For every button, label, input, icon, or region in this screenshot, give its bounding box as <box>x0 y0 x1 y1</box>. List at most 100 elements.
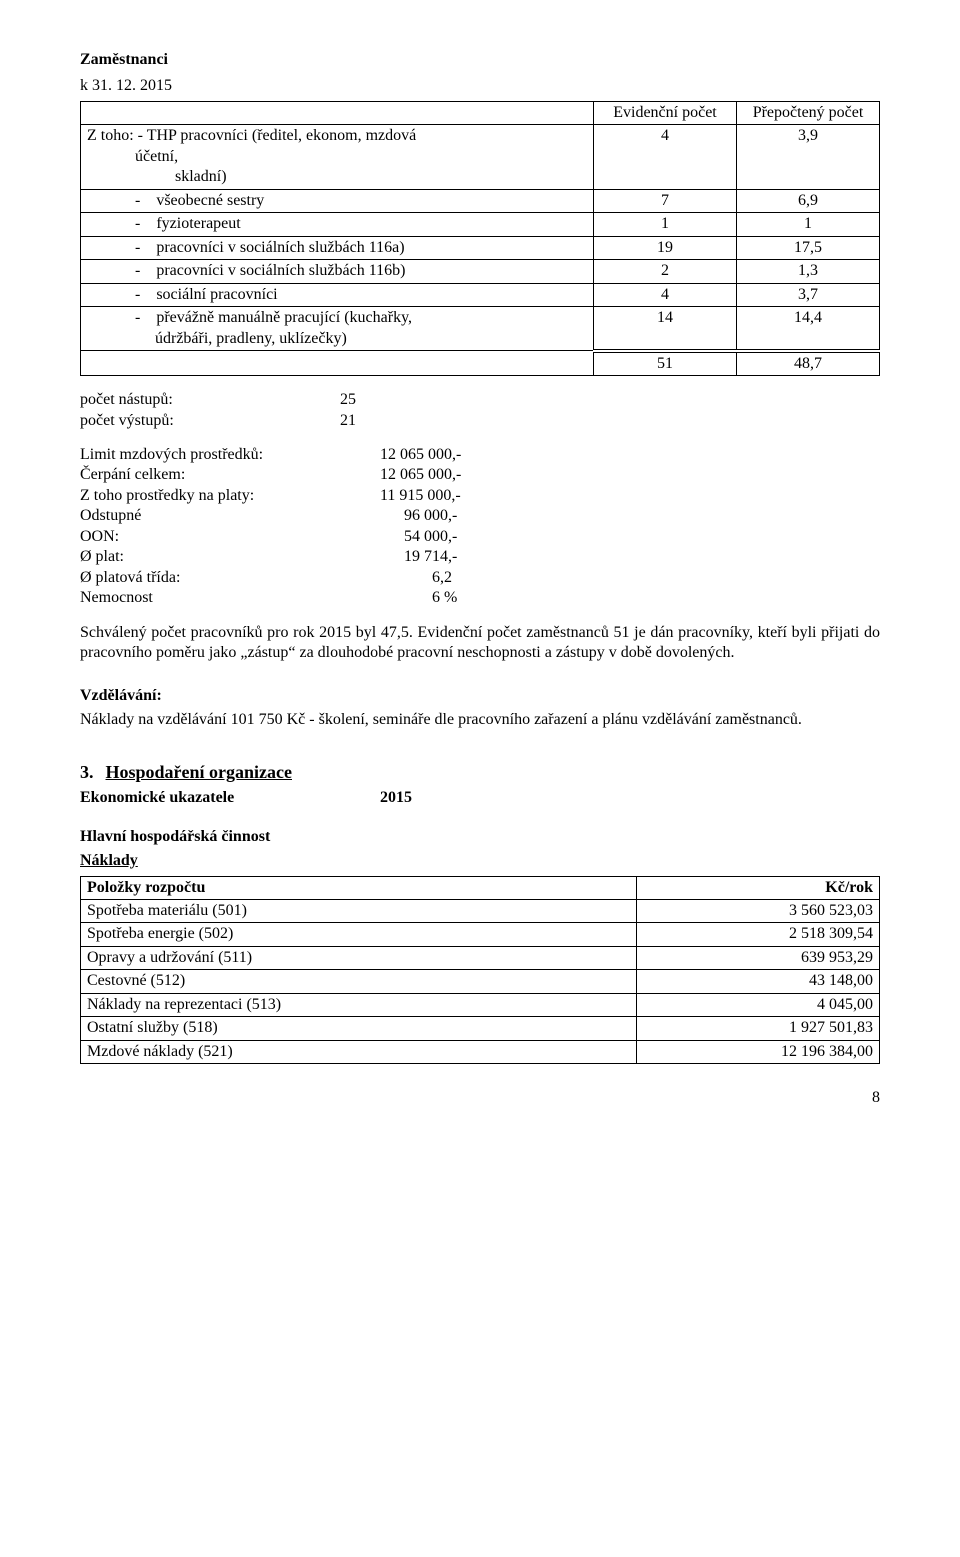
employees-table: Evidenční počet Přepočtený počet Z toho:… <box>80 101 880 376</box>
kv-row: Limit mzdových prostředků: 12 065 000,- <box>80 445 880 465</box>
kv-row: Ø plat: 19 714,- <box>80 547 880 567</box>
budget-row-amount: 2 518 309,54 <box>637 923 880 946</box>
emp-row-label: - fyzioterapeut <box>81 213 594 236</box>
budget-row-label: Cestovné (512) <box>81 970 637 993</box>
kv-label: Limit mzdových prostředků: <box>80 445 380 465</box>
table-header-row: Položky rozpočtu Kč/rok <box>81 876 880 899</box>
section-3-heading: 3. Hospodaření organizace <box>80 761 880 784</box>
budget-row-label: Ostatní služby (518) <box>81 1017 637 1040</box>
table-row: Spotřeba energie (502) 2 518 309,54 <box>81 923 880 946</box>
kv-row: Z toho prostředky na platy: 11 915 000,- <box>80 486 880 506</box>
starts-label: počet nástupů: <box>80 390 340 410</box>
kv-value: 19 714,- <box>380 547 880 567</box>
kv-row: Ø platová třída: 6,2 <box>80 568 880 588</box>
kv-label: Z toho prostředky na platy: <box>80 486 380 506</box>
table-row: Mzdové náklady (521) 12 196 384,00 <box>81 1040 880 1063</box>
col-prepocteny: Přepočtený počet <box>737 101 880 124</box>
emp-row-label: - sociální pracovníci <box>81 283 594 306</box>
table-row: Opravy a udržování (511) 639 953,29 <box>81 946 880 969</box>
page-number: 8 <box>80 1088 880 1108</box>
section-3-title: Hospodaření organizace <box>106 762 293 782</box>
table-row: Ostatní služby (518) 1 927 501,83 <box>81 1017 880 1040</box>
kv-value: 6,2 <box>380 568 880 588</box>
kv-row: Odstupné 96 000,- <box>80 506 880 526</box>
table-total-row: 51 48,7 <box>81 351 880 376</box>
kv-label: Nemocnost <box>80 588 380 608</box>
emp-row-c1: 4 <box>594 283 737 306</box>
budget-row-amount: 639 953,29 <box>637 946 880 969</box>
table-row: - všeobecné sestry 7 6,9 <box>81 189 880 212</box>
wage-paragraph: Schválený počet pracovníků pro rok 2015 … <box>80 623 880 664</box>
kv-row: Čerpání celkem: 12 065 000,- <box>80 465 880 485</box>
econ-indicators-year: 2015 <box>380 788 880 808</box>
table-row: - pracovníci v sociálních službách 116a)… <box>81 236 880 259</box>
table-header-row: Evidenční počet Přepočtený počet <box>81 101 880 124</box>
budget-row-amount: 1 927 501,83 <box>637 1017 880 1040</box>
table-row: - pracovníci v sociálních službách 116b)… <box>81 260 880 283</box>
kv-row: Nemocnost 6 % <box>80 588 880 608</box>
education-paragraph: Náklady na vzdělávání 101 750 Kč - škole… <box>80 710 880 730</box>
table-row: - fyzioterapeut 1 1 <box>81 213 880 236</box>
budget-row-label: Náklady na reprezentaci (513) <box>81 993 637 1016</box>
table-row: - sociální pracovníci 4 3,7 <box>81 283 880 306</box>
costs-heading: Náklady <box>80 851 880 871</box>
table-row: Náklady na reprezentaci (513) 4 045,00 <box>81 993 880 1016</box>
emp-row-label: - všeobecné sestry <box>81 189 594 212</box>
exits-value: 21 <box>340 411 880 431</box>
kv-value: 96 000,- <box>380 506 880 526</box>
kv-value: 11 915 000,- <box>380 486 880 506</box>
kv-label: Čerpání celkem: <box>80 465 380 485</box>
budget-row-amount: 12 196 384,00 <box>637 1040 880 1063</box>
emp-row-label: Z toho: - THP pracovníci (ředitel, ekono… <box>81 125 594 189</box>
emp-total-c2: 48,7 <box>737 351 880 376</box>
emp-row-c2: 1 <box>737 213 880 236</box>
kv-value: 54 000,- <box>380 527 880 547</box>
employees-heading: Zaměstnanci <box>80 50 880 70</box>
emp-row-c1: 2 <box>594 260 737 283</box>
budget-row-label: Opravy a udržování (511) <box>81 946 637 969</box>
budget-col-amount: Kč/rok <box>637 876 880 899</box>
table-row: Z toho: - THP pracovníci (ředitel, ekono… <box>81 125 880 189</box>
kv-value: 6 % <box>380 588 880 608</box>
emp-row-c2: 14,4 <box>737 307 880 351</box>
budget-row-amount: 3 560 523,03 <box>637 899 880 922</box>
emp-row-c2: 3,9 <box>737 125 880 189</box>
emp-row-c1: 7 <box>594 189 737 212</box>
kv-label: Ø platová třída: <box>80 568 380 588</box>
emp-row-c2: 6,9 <box>737 189 880 212</box>
emp-total-label <box>81 351 594 376</box>
kv-value: 12 065 000,- <box>380 465 880 485</box>
education-heading: Vzdělávání: <box>80 686 880 706</box>
budget-row-label: Spotřeba energie (502) <box>81 923 637 946</box>
emp-row-c2: 3,7 <box>737 283 880 306</box>
as-of-date: k 31. 12. 2015 <box>80 76 880 96</box>
col-label <box>81 101 594 124</box>
kv-value: 12 065 000,- <box>380 445 880 465</box>
starts-value: 25 <box>340 390 880 410</box>
budget-row-amount: 43 148,00 <box>637 970 880 993</box>
kv-label: Ø plat: <box>80 547 380 567</box>
emp-row-c2: 1,3 <box>737 260 880 283</box>
econ-indicators-label: Ekonomické ukazatele <box>80 788 380 808</box>
emp-row-label: - pracovníci v sociálních službách 116b) <box>81 260 594 283</box>
budget-row-label: Mzdové náklady (521) <box>81 1040 637 1063</box>
budget-row-amount: 4 045,00 <box>637 993 880 1016</box>
wage-limits-block: Limit mzdových prostředků: 12 065 000,- … <box>80 445 880 609</box>
section-3-number: 3. <box>80 762 94 782</box>
kv-label: Odstupné <box>80 506 380 526</box>
emp-row-c1: 1 <box>594 213 737 236</box>
col-evidencni: Evidenční počet <box>594 101 737 124</box>
budget-table: Položky rozpočtu Kč/rok Spotřeba materiá… <box>80 876 880 1065</box>
table-row: - převážně manuálně pracující (kuchařky,… <box>81 307 880 351</box>
kv-label: OON: <box>80 527 380 547</box>
budget-row-label: Spotřeba materiálu (501) <box>81 899 637 922</box>
exits-label: počet výstupů: <box>80 411 340 431</box>
emp-row-c1: 14 <box>594 307 737 351</box>
emp-row-c2: 17,5 <box>737 236 880 259</box>
emp-row-label: - převážně manuálně pracující (kuchařky,… <box>81 307 594 351</box>
table-row: Cestovné (512) 43 148,00 <box>81 970 880 993</box>
emp-row-c1: 4 <box>594 125 737 189</box>
starts-exits-block: počet nástupů: 25 počet výstupů: 21 <box>80 390 880 431</box>
budget-col-item: Položky rozpočtu <box>81 876 637 899</box>
main-activity-heading: Hlavní hospodářská činnost <box>80 827 880 847</box>
